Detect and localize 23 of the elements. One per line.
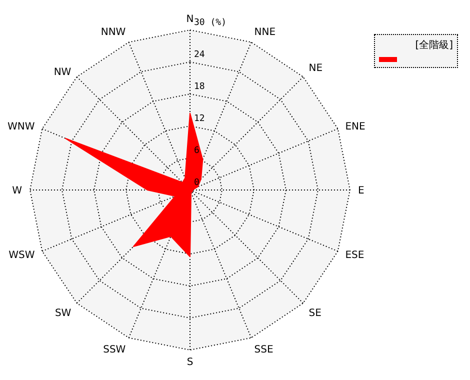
y-tick-label: 18	[194, 82, 205, 92]
y-tick-label: 30 (%)	[194, 18, 227, 28]
y-tick-label: 0	[194, 178, 200, 188]
spoke-label: WSW	[8, 250, 35, 261]
spoke-label: ENE	[345, 121, 366, 132]
spoke-label: SSE	[254, 344, 274, 356]
y-tick-label: 24	[194, 50, 205, 60]
spoke-label: S	[186, 357, 194, 368]
spoke-label: NNE	[254, 26, 276, 38]
spoke-label: SSW	[103, 344, 126, 356]
spoke-label: WNW	[8, 121, 35, 132]
spoke-label: N	[186, 14, 194, 25]
spoke-label: W	[12, 186, 22, 197]
spoke-label: SE	[308, 308, 322, 319]
legend-title: [全階級]	[414, 38, 453, 52]
spoke-label: NW	[54, 66, 72, 78]
spoke-label: E	[358, 186, 364, 197]
spoke-label: NE	[308, 63, 323, 74]
y-tick-label: 6	[194, 146, 200, 156]
y-tick-label: 12	[194, 114, 205, 124]
spoke-label: SW	[54, 308, 72, 319]
spoke-label: NNW	[100, 26, 126, 38]
spoke-label: ESE	[345, 250, 364, 261]
